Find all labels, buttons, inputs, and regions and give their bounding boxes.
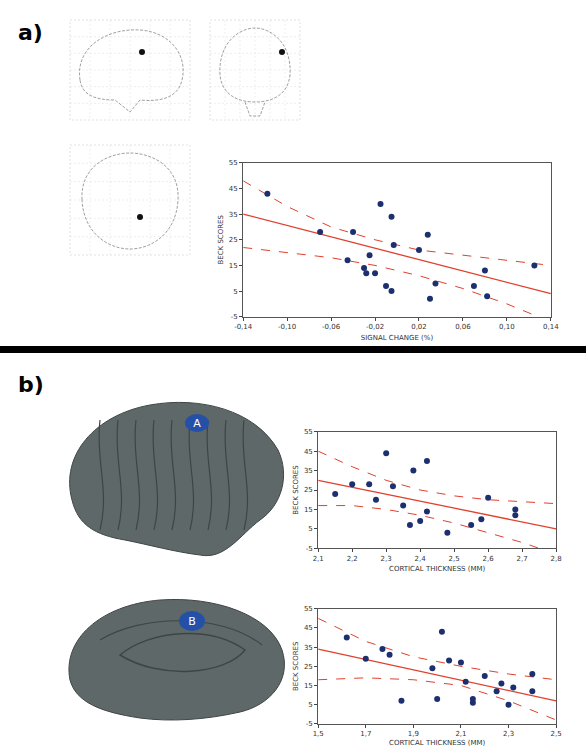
svg-text:1,7: 1,7 xyxy=(360,730,371,738)
svg-text:-0,10: -0,10 xyxy=(278,323,296,331)
svg-text:-5: -5 xyxy=(231,313,238,321)
svg-text:55: 55 xyxy=(304,428,313,436)
svg-text:25: 25 xyxy=(304,663,313,671)
svg-text:2,5: 2,5 xyxy=(551,730,562,738)
svg-text:BECK SCORES: BECK SCORES xyxy=(292,465,300,515)
svg-text:2,7: 2,7 xyxy=(517,555,528,563)
svg-text:0,14: 0,14 xyxy=(543,323,559,331)
svg-text:35: 35 xyxy=(304,467,313,475)
svg-text:2,2: 2,2 xyxy=(347,555,358,563)
svg-text:2,3: 2,3 xyxy=(503,730,514,738)
svg-text:2,3: 2,3 xyxy=(381,555,392,563)
svg-text:45: 45 xyxy=(229,185,238,193)
svg-text:b): b) xyxy=(18,372,44,397)
svg-text:25: 25 xyxy=(304,486,313,494)
svg-text:CORTICAL THICKNESS (MM): CORTICAL THICKNESS (MM) xyxy=(389,739,486,747)
svg-text:SIGNAL CHANGE (%): SIGNAL CHANGE (%) xyxy=(361,334,434,342)
svg-text:2,1: 2,1 xyxy=(313,555,324,563)
svg-text:1,5: 1,5 xyxy=(313,730,324,738)
svg-text:35: 35 xyxy=(229,211,238,219)
svg-text:2,6: 2,6 xyxy=(483,555,495,563)
svg-text:55: 55 xyxy=(229,159,238,167)
svg-text:2,8: 2,8 xyxy=(551,555,562,563)
svg-text:0,06: 0,06 xyxy=(455,323,471,331)
svg-text:0,02: 0,02 xyxy=(411,323,427,331)
svg-text:-0,06: -0,06 xyxy=(322,323,341,331)
svg-text:A: A xyxy=(193,417,201,430)
svg-text:2,5: 2,5 xyxy=(449,555,460,563)
svg-text:0,10: 0,10 xyxy=(499,323,515,331)
svg-text:BECK SCORES: BECK SCORES xyxy=(217,214,225,264)
svg-text:1,9: 1,9 xyxy=(408,730,419,738)
svg-text:CORTICAL THICKNESS (MM): CORTICAL THICKNESS (MM) xyxy=(389,565,486,573)
svg-text:a): a) xyxy=(18,20,43,45)
svg-text:2,4: 2,4 xyxy=(415,555,427,563)
svg-text:25: 25 xyxy=(229,236,238,244)
svg-text:-5: -5 xyxy=(306,720,313,728)
svg-text:-0,02: -0,02 xyxy=(366,323,384,331)
svg-text:B: B xyxy=(188,615,196,628)
svg-text:55: 55 xyxy=(304,605,313,613)
svg-text:BECK SCORES: BECK SCORES xyxy=(292,641,300,691)
svg-text:2,1: 2,1 xyxy=(455,730,466,738)
svg-text:-0,14: -0,14 xyxy=(234,323,253,331)
svg-text:15: 15 xyxy=(304,506,313,514)
svg-text:-5: -5 xyxy=(306,545,313,553)
svg-text:5: 5 xyxy=(233,288,237,296)
svg-text:5: 5 xyxy=(308,701,312,709)
svg-text:5: 5 xyxy=(308,525,312,533)
svg-text:45: 45 xyxy=(304,448,313,456)
svg-text:15: 15 xyxy=(304,682,313,690)
svg-text:15: 15 xyxy=(229,262,238,270)
svg-text:35: 35 xyxy=(304,644,313,652)
svg-text:45: 45 xyxy=(304,624,313,632)
